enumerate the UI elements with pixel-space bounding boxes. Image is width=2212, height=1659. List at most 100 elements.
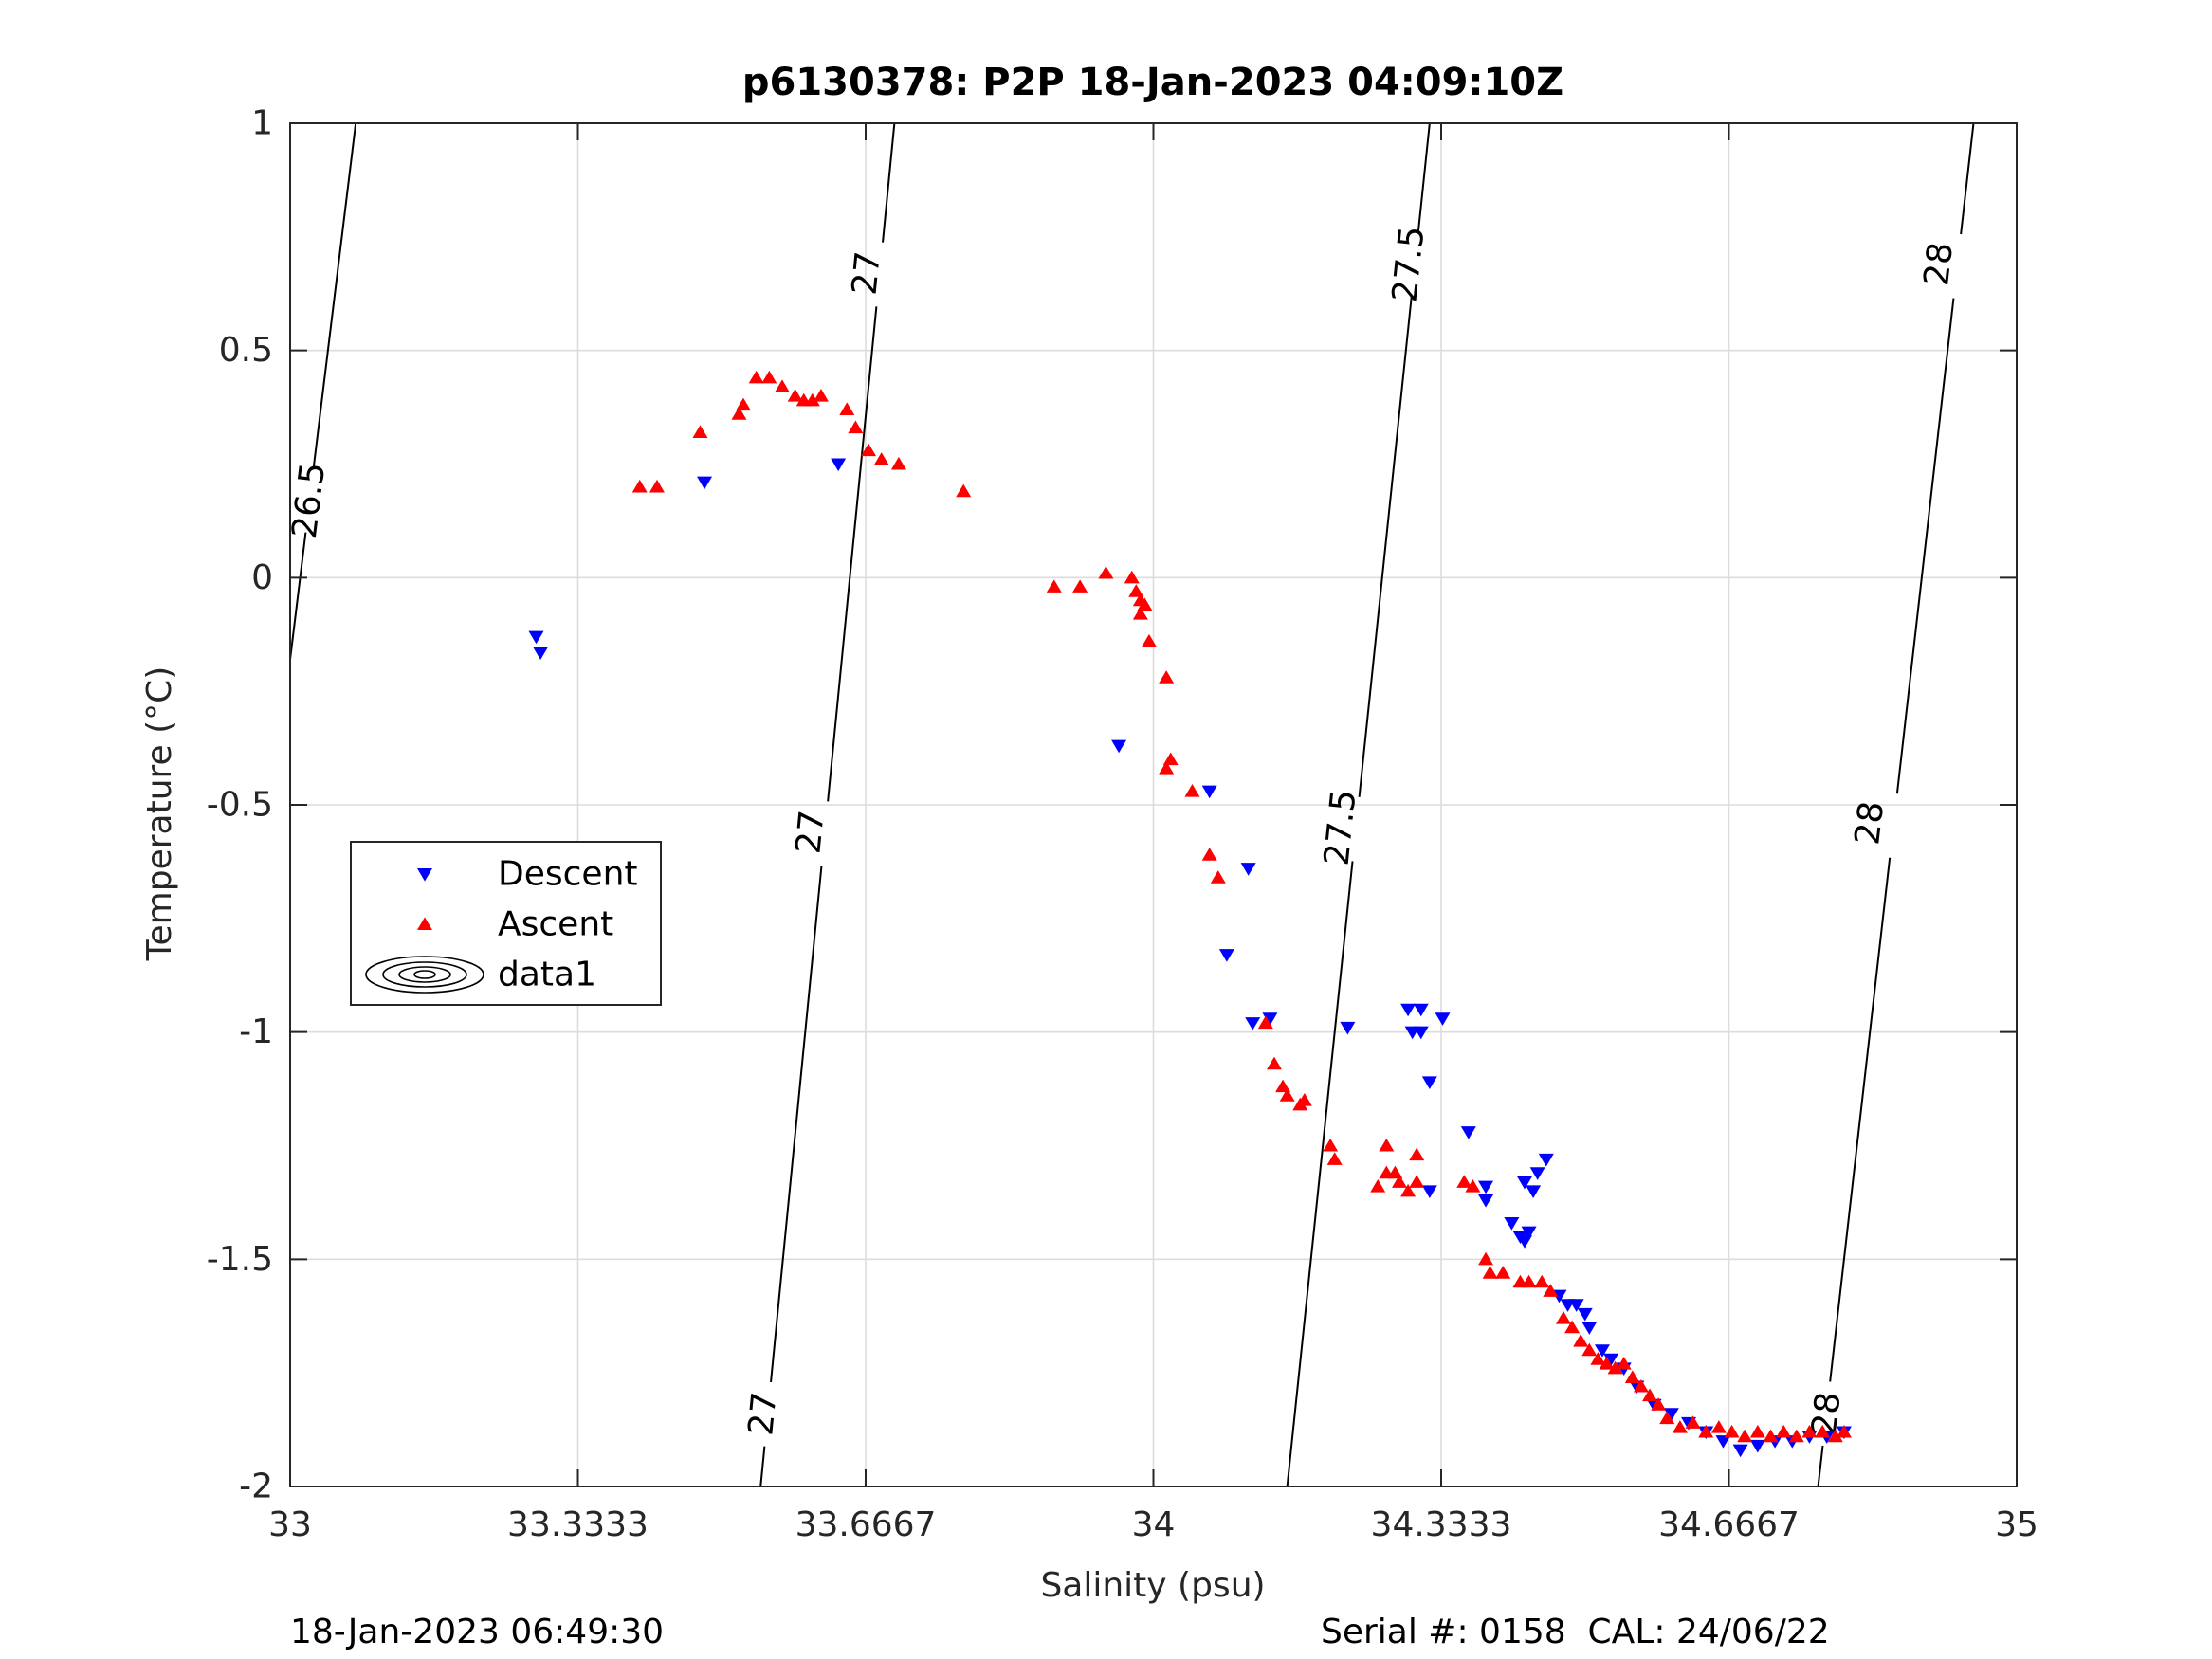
legend-contour-ellipse [365, 956, 484, 994]
descent-point [1732, 1444, 1748, 1458]
descent-point [533, 647, 549, 661]
ascent-point [1495, 1266, 1511, 1279]
ascent-point [1788, 1429, 1804, 1443]
descent-point [1340, 1021, 1356, 1035]
ascent-point [804, 392, 820, 407]
x-axis-label: Salinity (psu) [1040, 1566, 1265, 1605]
y-tick-label: -1.5 [207, 1240, 273, 1279]
ascent-point [1141, 633, 1157, 647]
ascent-point [1672, 1420, 1688, 1433]
descent-point [1568, 1299, 1584, 1312]
ascent-point [1543, 1284, 1559, 1297]
ascent-point [1210, 870, 1226, 884]
footer-serial-cal: Serial #: 0158 CAL: 24/06/22 [1321, 1613, 1830, 1651]
contour-label: 27 [789, 809, 832, 856]
contour-label: 27 [846, 249, 888, 297]
descent-point [1603, 1353, 1619, 1367]
ascent-point [890, 456, 906, 470]
ascent-point [1763, 1429, 1779, 1443]
contour-label: 27 [741, 1391, 784, 1438]
contour-label: 28 [1917, 241, 1961, 288]
ascent-point [839, 402, 855, 415]
ascent-point [1184, 784, 1200, 797]
descent-point [1594, 1344, 1610, 1358]
ascent-point [1737, 1429, 1753, 1443]
ascent-point [1642, 1388, 1658, 1402]
contour-label: 26.5 [285, 461, 333, 541]
ascent-point [1659, 1411, 1675, 1425]
ascent-point [1201, 848, 1217, 861]
y-tick-label: 0.5 [219, 331, 273, 370]
ascent-point [1698, 1424, 1714, 1438]
density-contour-line [1817, 1445, 1824, 1487]
ascent-point [1599, 1356, 1615, 1370]
descent-point [697, 476, 713, 490]
ascent-point [1564, 1320, 1581, 1334]
ascent-point [1132, 607, 1148, 620]
ascent-point [1409, 1147, 1425, 1161]
descent-point [1240, 863, 1256, 876]
ascent-point [848, 420, 864, 434]
ascent-point [1391, 1175, 1407, 1188]
descent-point [1421, 1076, 1437, 1089]
x-tick-label: 33 [268, 1505, 312, 1544]
legend-contour-ellipse [382, 961, 467, 988]
x-tick-label: 35 [1995, 1505, 2038, 1544]
ascent-point [1651, 1397, 1667, 1411]
blue-triangle-down-icon [417, 868, 432, 882]
density-contour-line [770, 865, 823, 1383]
ascent-point [1370, 1179, 1386, 1193]
ascent-point [1128, 584, 1144, 597]
ascent-point [1159, 670, 1175, 684]
descent-point [1521, 1226, 1537, 1240]
descent-point [1478, 1180, 1494, 1194]
ascent-point [1776, 1424, 1792, 1438]
ascent-point [1379, 1138, 1395, 1152]
descent-point [1504, 1216, 1520, 1231]
descent-point [1245, 1017, 1261, 1030]
ascent-point [1400, 1183, 1417, 1197]
red-triangle-up-icon [417, 917, 432, 930]
ascent-point [1124, 570, 1140, 584]
ascent-point [1072, 579, 1088, 592]
descent-point [1749, 1439, 1765, 1453]
ascent-point [1633, 1378, 1649, 1393]
ascent-point [1836, 1424, 1852, 1438]
ascent-point [1555, 1311, 1571, 1324]
descent-point [1526, 1185, 1542, 1199]
legend: Descent Ascent data1 [350, 841, 662, 1006]
descent-point [1421, 1185, 1437, 1199]
y-tick-label: -1 [239, 1012, 273, 1051]
footer-timestamp: 18-Jan-2023 06:49:30 [290, 1613, 664, 1651]
descent-point [1517, 1176, 1533, 1190]
density-contour-line [1417, 122, 1431, 233]
ascent-point [1257, 1015, 1273, 1030]
ascent-point [1046, 579, 1062, 592]
x-tick-label: 34.3333 [1371, 1505, 1512, 1544]
density-contour-line [1960, 122, 1975, 235]
descent-point [1517, 1235, 1533, 1249]
ascent-point [1159, 761, 1175, 775]
ascent-point [1482, 1266, 1498, 1279]
ascent-point [774, 379, 790, 393]
density-contour-line [312, 122, 357, 469]
x-tick-label: 33.3333 [507, 1505, 649, 1544]
descent-point [1577, 1307, 1593, 1322]
descent-point [1413, 1003, 1429, 1017]
density-contour-line [759, 1446, 766, 1487]
ascent-point [861, 443, 877, 457]
ascent-point [1624, 1370, 1640, 1383]
density-contour-line [1895, 298, 1955, 794]
ascent-point [649, 479, 665, 493]
ascent-point [1827, 1429, 1843, 1443]
x-tick-label: 34.6667 [1658, 1505, 1800, 1544]
ascent-point [1137, 597, 1153, 611]
legend-label: data1 [498, 956, 596, 994]
ascent-point [787, 389, 803, 402]
descent-point [528, 630, 544, 645]
descent-point [1413, 1026, 1429, 1040]
x-tick-label: 33.6667 [795, 1505, 937, 1544]
y-tick-label: -2 [239, 1468, 273, 1506]
ascent-point [692, 425, 708, 438]
